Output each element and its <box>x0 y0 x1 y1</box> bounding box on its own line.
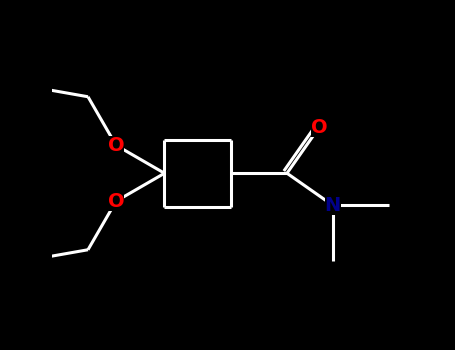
Text: N: N <box>325 196 341 215</box>
Text: O: O <box>108 136 124 155</box>
Text: O: O <box>108 192 124 211</box>
Text: O: O <box>311 118 328 137</box>
